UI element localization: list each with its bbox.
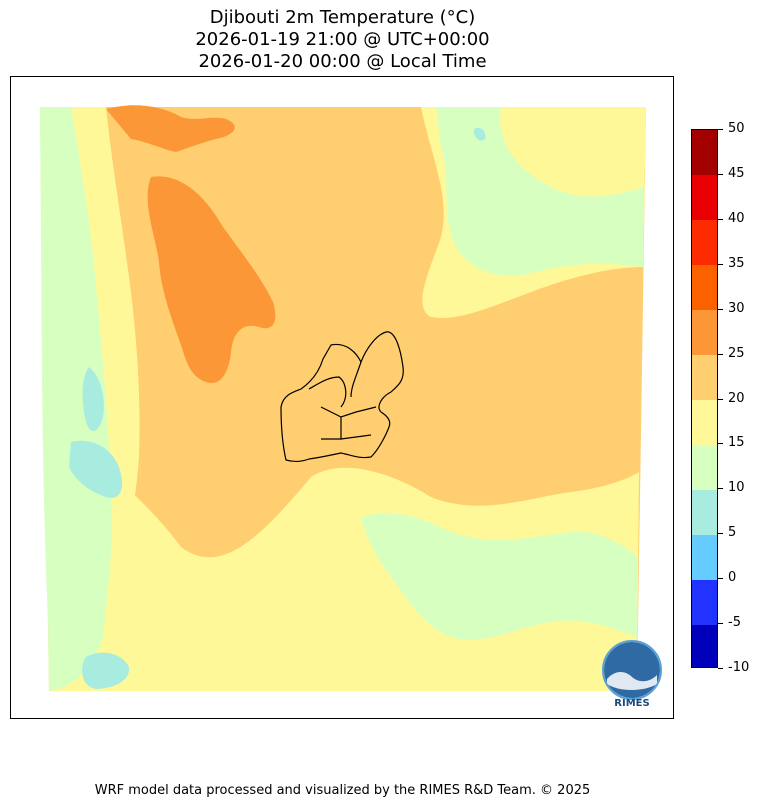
colorbar-tick-label: 10 [728, 480, 745, 496]
band-25-30-northwest [106, 105, 235, 152]
djibouti-boundary [280, 331, 404, 462]
colorbar-tick [718, 623, 723, 625]
band-5-10-west-b [69, 440, 123, 498]
colorbar-segment [692, 130, 717, 176]
map-title-line-1: Djibouti 2m Temperature (°C) [209, 7, 476, 28]
colorbar-segment [692, 624, 717, 667]
footer-credit: WRF model data processed and visualized … [94, 783, 591, 798]
colorbar-segment [692, 174, 717, 221]
band-25-30-central-northwest [147, 176, 276, 383]
band-5-10-northeast [473, 127, 486, 141]
colorbar-tick-label: 5 [728, 525, 737, 541]
band-5-10-west-c [82, 652, 130, 689]
band-10-15-west [40, 107, 112, 691]
colorbar [691, 129, 718, 668]
colorbar-tick-label: 50 [728, 121, 745, 136]
colorbar-tick-label: 20 [728, 390, 745, 406]
map-frame: RIMES [10, 76, 674, 719]
colorbar-tick-label: 40 [728, 210, 745, 226]
colorbar-tick [718, 129, 723, 130]
colorbar-tick-label: 15 [728, 435, 745, 451]
colorbar-segment [692, 444, 717, 490]
colorbar-tick-label: 0 [728, 570, 737, 586]
temperature-map [40, 105, 646, 691]
colorbar-segment [692, 264, 717, 311]
rimes-logo-text: RIMES [614, 698, 649, 709]
colorbar-segment [692, 219, 717, 266]
band-10-15-northeast [436, 107, 644, 276]
colorbar-segment [692, 354, 717, 400]
colorbar-segment [692, 489, 717, 535]
colorbar-segment [692, 534, 717, 580]
colorbar-tick-label: -10 [728, 660, 750, 675]
colorbar-tick [718, 488, 723, 490]
colorbar-tick-label: 30 [728, 300, 745, 316]
colorbar-tick [718, 668, 723, 669]
colorbar-tick [718, 263, 723, 265]
band-5-10-west-a [82, 367, 104, 432]
colorbar-segment [692, 399, 717, 445]
map-title-line-2: 2026-01-19 21:00 @ UTC+00:00 [195, 29, 490, 50]
colorbar-tick-label: 35 [728, 255, 745, 271]
colorbar-tick [718, 308, 723, 310]
colorbar-tick-label: 45 [728, 165, 745, 181]
colorbar-tick [718, 443, 723, 445]
colorbar-tick [718, 173, 723, 175]
colorbar-tick-label: 25 [728, 345, 745, 361]
colorbar-tick [718, 218, 723, 220]
map-title-line-3: 2026-01-20 00:00 @ Local Time [198, 51, 487, 72]
colorbar-tick [718, 578, 723, 580]
colorbar-segment [692, 579, 717, 625]
colorbar-segment [692, 309, 717, 356]
colorbar-tick-label: -5 [728, 615, 741, 631]
colorbar-tick [718, 353, 723, 355]
colorbar-tick [718, 533, 723, 535]
colorbar-tick [718, 398, 723, 400]
band-10-15-south [361, 512, 638, 640]
rimes-logo: RIMES [602, 640, 662, 709]
